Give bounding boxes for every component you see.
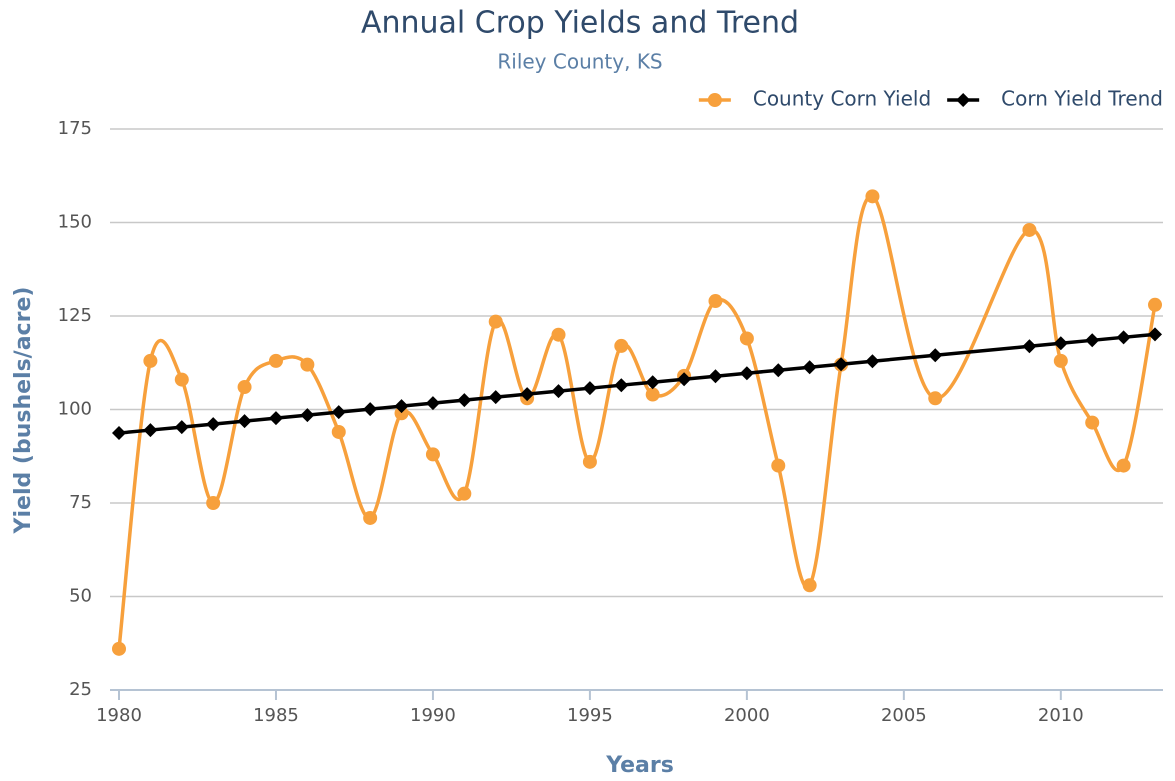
data-point [677,372,692,387]
data-point [645,387,660,402]
data-point [363,402,378,417]
data-point [865,354,880,369]
data-point [802,578,817,593]
data-point [425,447,440,462]
x-tick-label: 2000 [724,705,770,726]
data-point [300,408,315,423]
legend-label: Corn Yield Trend [1001,87,1163,111]
legend-label: County Corn Yield [753,87,931,111]
data-point [300,357,315,372]
y-tick-label: 175 [58,118,92,139]
data-point [771,458,786,473]
data-point [112,641,126,656]
data-point [488,314,503,329]
data-point [928,348,943,363]
data-point [771,363,786,378]
data-point [457,486,472,501]
data-point [739,331,754,346]
data-point [614,378,629,393]
data-point [112,426,126,441]
data-point [1085,415,1100,430]
data-point [1148,327,1162,342]
legend-marker [956,93,971,107]
data-point [425,396,440,411]
data-point [802,360,817,375]
y-tick-label: 100 [58,399,92,420]
x-axis-title: Years [605,753,674,778]
data-point [551,327,566,342]
data-point [582,381,597,396]
data-point [520,387,535,402]
x-tick-label: 2010 [1038,705,1084,726]
data-point [645,375,660,390]
data-point [1148,297,1162,312]
y-axis-title: Yield (bushels/acre) [11,287,36,535]
x-tick-label: 1990 [410,705,456,726]
y-tick-label: 150 [58,212,92,233]
data-point [1116,330,1131,345]
data-point [268,411,283,426]
x-tick-label: 1985 [253,705,299,726]
data-point [268,353,283,368]
data-point [237,380,252,395]
data-point [928,391,943,406]
y-tick-label: 50 [69,586,92,607]
data-point [143,423,158,438]
data-point [394,399,409,414]
data-point [1116,458,1131,473]
x-tick-label: 1995 [567,705,613,726]
y-tick-label: 75 [69,492,92,513]
chart-title: Annual Crop Yields and Trend [361,6,799,41]
data-point [834,357,849,372]
data-point [331,424,346,439]
data-point [708,294,723,309]
series-line [117,194,1157,650]
data-point [551,384,566,399]
data-point [394,406,409,421]
data-point [1053,336,1068,351]
data-point [1022,339,1037,354]
data-point [582,454,597,469]
data-point [614,338,629,353]
data-point [457,393,472,408]
data-point [174,420,189,435]
data-point [708,369,723,384]
data-point [1053,353,1068,368]
data-point [488,390,503,405]
data-point [174,372,189,387]
data-point [237,414,252,429]
data-point [363,510,378,525]
data-point [739,366,754,381]
legend-marker [707,93,722,107]
data-point [206,496,221,510]
x-tick-label: 2005 [881,705,927,726]
x-tick-label: 1980 [96,705,142,726]
data-point [865,189,880,204]
y-tick-label: 25 [69,679,92,700]
chart-subtitle: Riley County, KS [497,50,662,74]
data-point [1022,222,1037,237]
data-point [331,405,346,420]
data-point [206,417,221,432]
y-tick-label: 125 [58,305,92,326]
data-point [1085,333,1100,348]
data-point [143,353,158,368]
